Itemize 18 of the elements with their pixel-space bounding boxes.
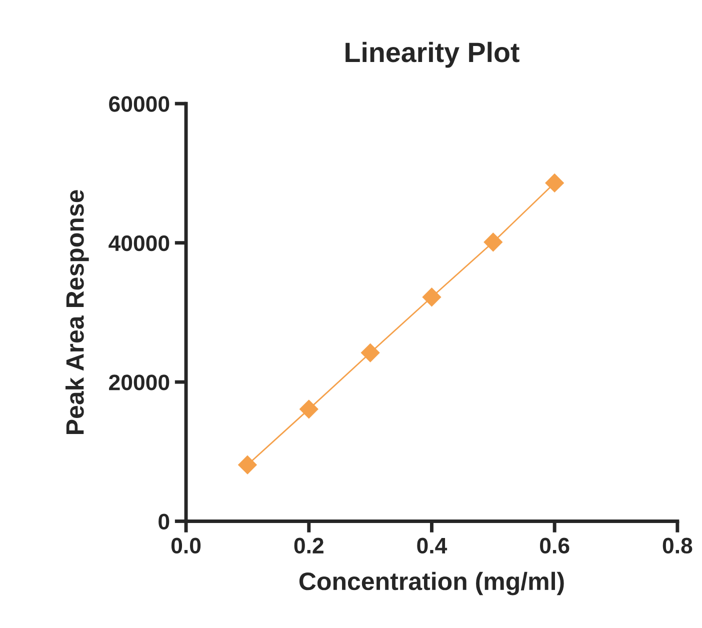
point	[300, 400, 318, 419]
y-tick-label: 0	[158, 514, 170, 530]
y-tick-label: 40000	[108, 235, 170, 252]
x-tick-label: 0.0	[171, 538, 201, 554]
x-tick-label: 0.6	[540, 538, 570, 554]
y-axis-title: Peak Area Response	[66, 190, 89, 434]
y-tick-label: 20000	[109, 374, 170, 390]
x-tick-label: 0.8	[662, 538, 692, 554]
point	[238, 456, 257, 474]
x-tick-label: 0.2	[294, 538, 324, 554]
x-axis-title: Concentration (mg/ml)	[299, 572, 564, 596]
x-tick-label: 0.4	[417, 538, 448, 554]
point	[545, 174, 564, 192]
y-tick-label: 60000	[109, 96, 170, 112]
point	[422, 288, 442, 306]
point	[360, 343, 380, 362]
point	[484, 232, 503, 252]
chart-title: Linearity Plot	[346, 42, 520, 68]
